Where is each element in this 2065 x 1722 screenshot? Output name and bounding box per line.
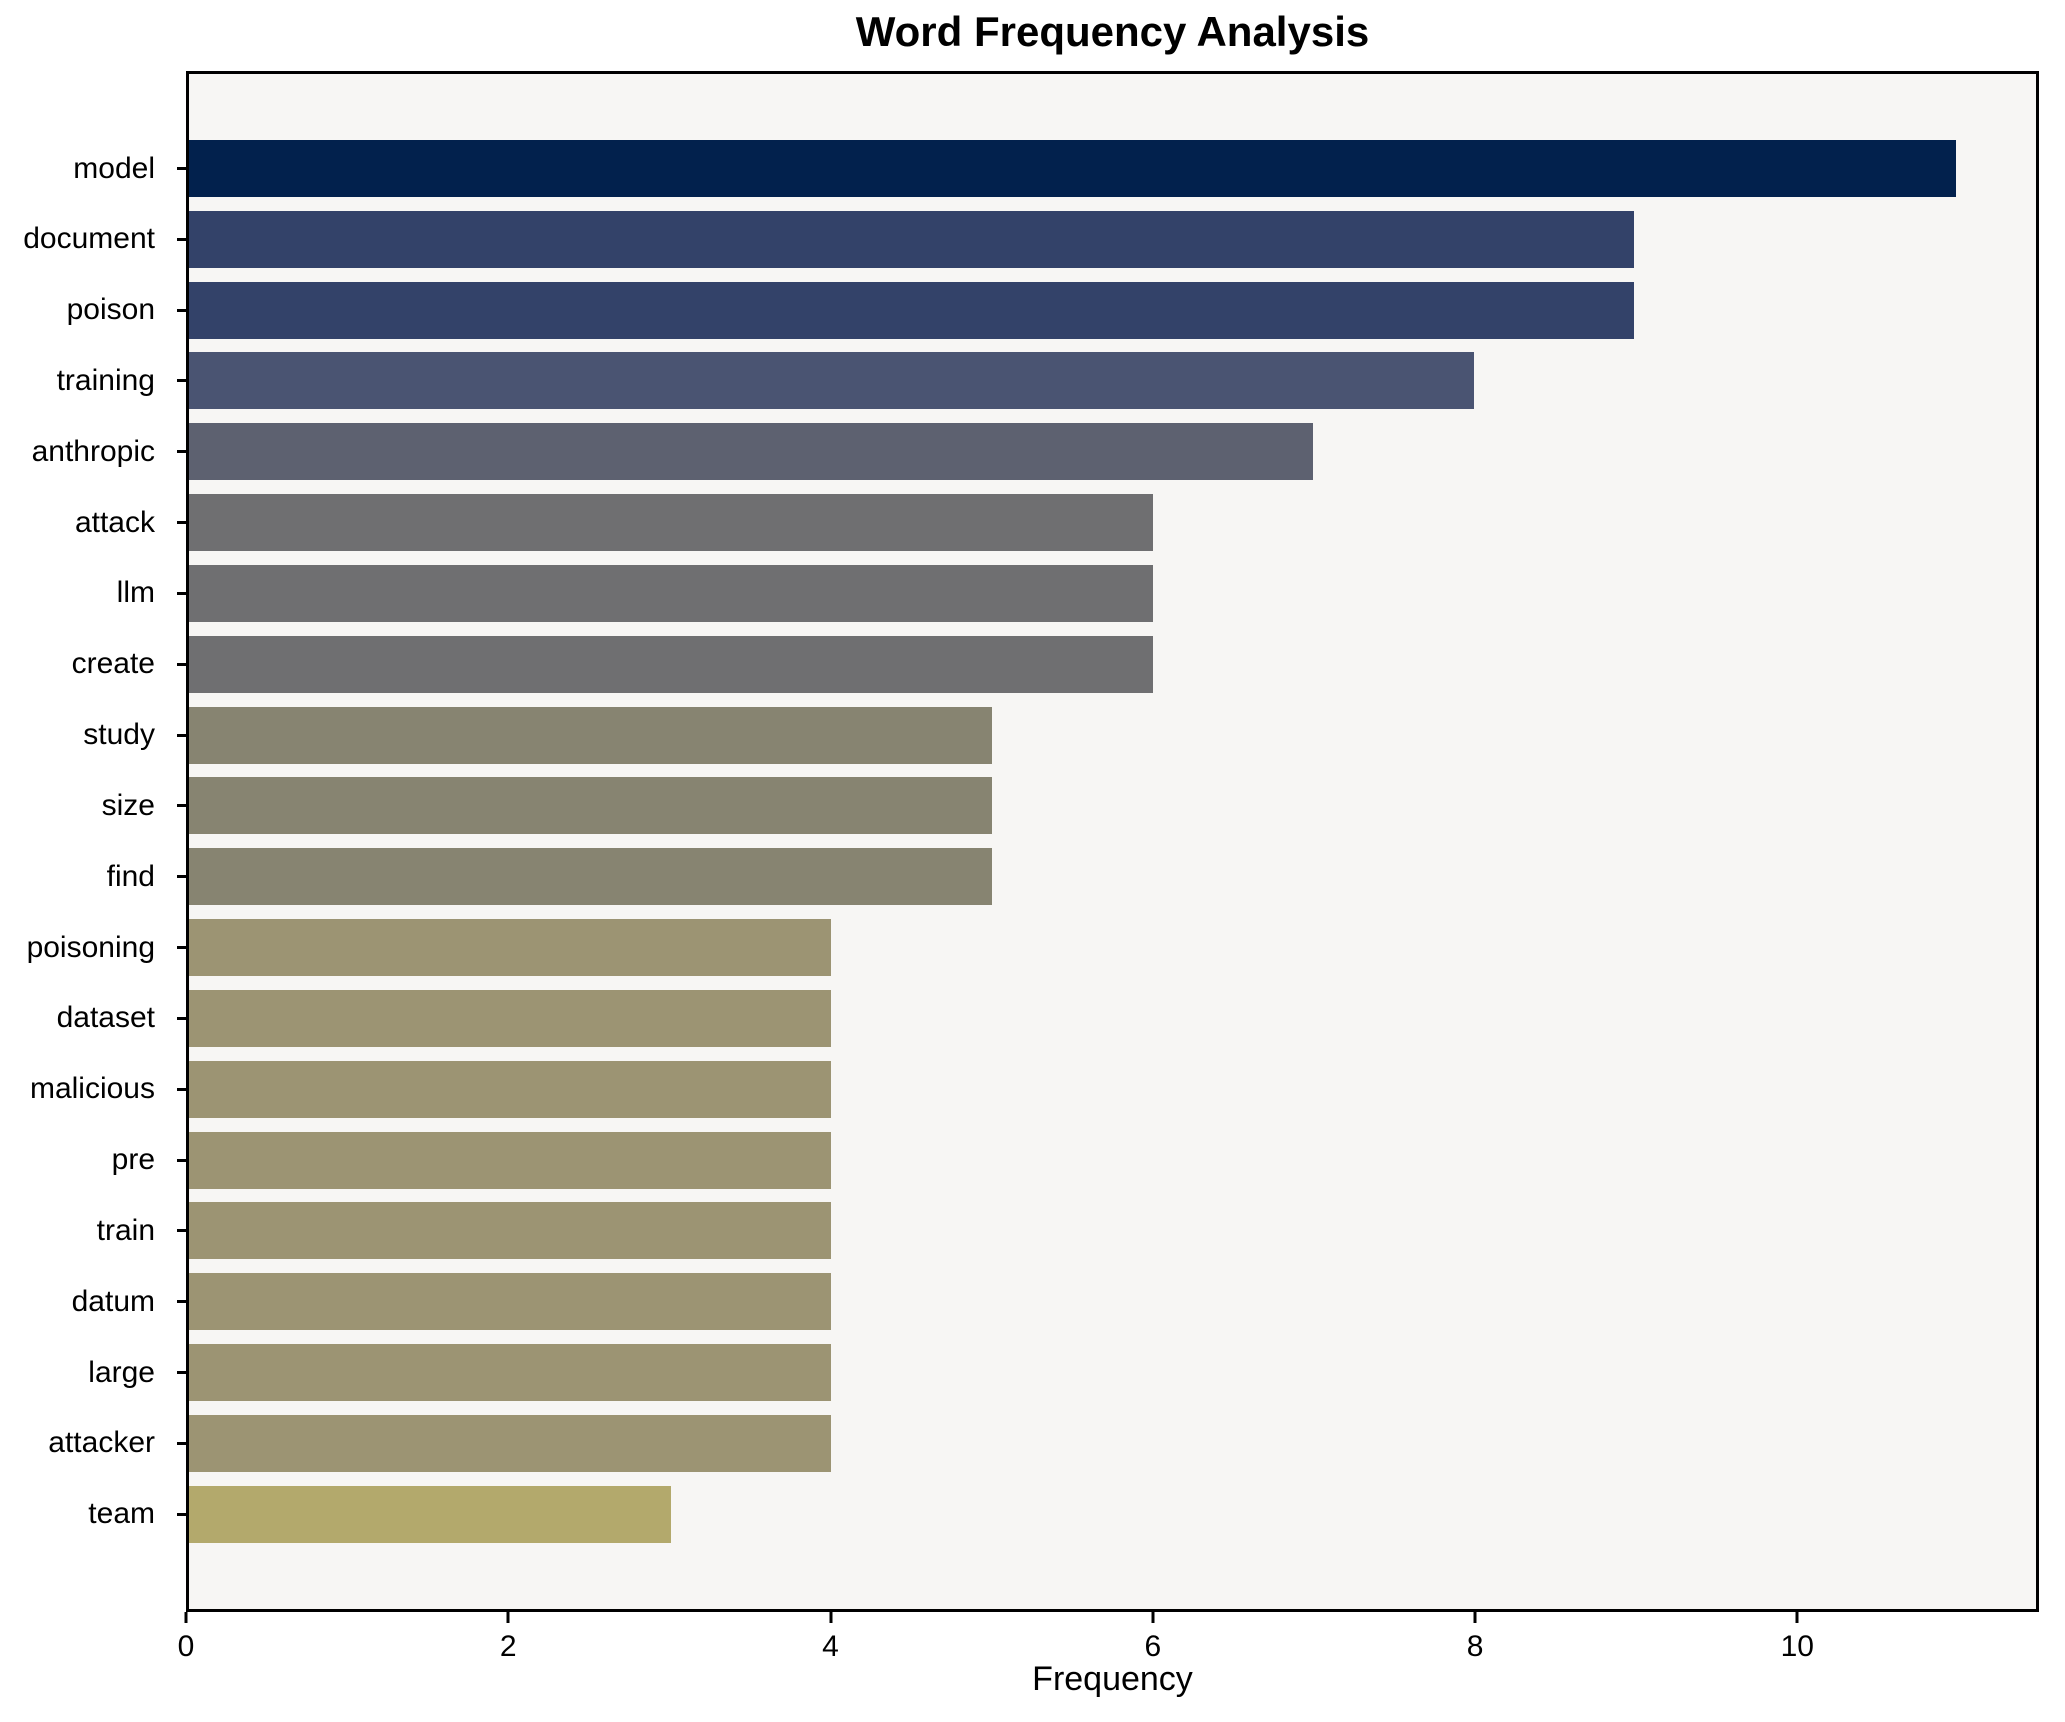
bar-anthropic	[189, 423, 1314, 481]
x-axis: 0 2 4 6 8 10	[178, 1612, 2039, 1692]
y-label-study: study	[83, 718, 155, 752]
y-label-anthropic: anthropic	[31, 434, 155, 468]
y-tick-mark	[177, 521, 189, 525]
bar-row-malicious: malicious	[30, 1060, 2036, 1118]
bar-row-find: find	[107, 848, 2036, 906]
y-tick-mark	[177, 450, 189, 454]
bar-row-attacker: attacker	[48, 1414, 2036, 1472]
y-label-training: training	[56, 363, 155, 397]
y-label-find: find	[106, 859, 155, 893]
bar-row-training: training	[57, 352, 2036, 410]
bar-row-size: size	[102, 777, 2036, 835]
y-tick-mark	[177, 237, 189, 241]
x-tick-mark-2	[506, 1612, 510, 1623]
y-label-poisoning: poisoning	[26, 930, 155, 964]
bar-row-pre: pre	[112, 1131, 2036, 1189]
bar-row-poisoning: poisoning	[27, 919, 2036, 977]
y-tick-mark	[177, 167, 189, 170]
bars-container: model document poison training anthropic atta…	[23, 74, 2036, 1609]
x-tick-label-4: 4	[822, 1630, 839, 1663]
bar-row-poison: poison	[67, 281, 2036, 339]
x-axis-title: Frequency	[1032, 1660, 1193, 1698]
y-tick-mark	[177, 1016, 189, 1020]
y-label-size: size	[101, 788, 155, 822]
y-label-pre: pre	[111, 1143, 155, 1177]
y-label-attack: attack	[74, 505, 155, 539]
bar-row-llm: llm	[117, 564, 2036, 622]
plot-area: model document poison training anthropic atta…	[23, 71, 2039, 1612]
bar-malicious	[189, 1060, 832, 1118]
x-tick-mark-4	[829, 1612, 833, 1623]
y-label-create: create	[71, 647, 155, 681]
bar-row-datum: datum	[72, 1273, 2036, 1331]
y-tick-mark	[177, 1300, 189, 1304]
bar-dataset	[189, 989, 832, 1047]
y-label-team: team	[88, 1497, 155, 1531]
y-label-model: model	[73, 151, 155, 185]
bar-row-large: large	[88, 1344, 2036, 1402]
y-label-train: train	[96, 1213, 155, 1247]
y-tick-mark	[177, 733, 189, 737]
y-tick-mark	[177, 1158, 189, 1162]
bar-row-train: train	[97, 1202, 2036, 1260]
bar-poison	[189, 281, 1635, 339]
y-tick-mark	[177, 1087, 189, 1091]
x-tick-mark-10	[1795, 1612, 1799, 1623]
bar-large	[189, 1344, 832, 1402]
bar-document	[189, 210, 1635, 268]
y-label-large: large	[88, 1355, 155, 1389]
y-tick-mark	[177, 1371, 189, 1375]
bar-datum	[189, 1273, 832, 1331]
y-label-dataset: dataset	[56, 1001, 155, 1035]
bar-row-attack: attack	[75, 494, 2036, 552]
bar-poisoning	[189, 919, 832, 977]
bar-training	[189, 352, 1474, 410]
bar-model	[189, 140, 1956, 197]
x-tick-label-6: 6	[1144, 1630, 1162, 1663]
y-label-datum: datum	[71, 1284, 155, 1318]
chart-title: Word Frequency Analysis	[855, 8, 1370, 55]
y-label-malicious: malicious	[29, 1072, 155, 1106]
y-label-attacker: attacker	[48, 1426, 155, 1460]
bar-study	[189, 706, 993, 764]
bar-row-anthropic: anthropic	[32, 423, 2036, 481]
y-tick-mark	[177, 804, 189, 808]
bar-row-document: document	[23, 210, 2036, 268]
y-tick-mark	[177, 875, 189, 879]
y-tick-mark	[177, 1441, 189, 1445]
x-tick-mark-0	[184, 1612, 188, 1623]
bar-find	[189, 848, 993, 906]
x-tick-mark-8	[1473, 1612, 1477, 1623]
y-tick-mark	[177, 662, 189, 666]
y-label-document: document	[23, 222, 155, 256]
x-tick-label-2: 2	[499, 1630, 517, 1663]
y-tick-mark	[177, 946, 189, 950]
y-tick-mark	[177, 308, 189, 312]
y-label-poison: poison	[66, 293, 155, 327]
bar-attacker	[189, 1414, 832, 1472]
x-tick-label-10: 10	[1780, 1630, 1814, 1663]
bar-llm	[189, 564, 1153, 622]
x-tick-label-8: 8	[1466, 1630, 1484, 1663]
y-label-llm: llm	[116, 576, 155, 610]
bar-row-dataset: dataset	[57, 989, 2036, 1047]
bar-create	[189, 635, 1153, 693]
y-tick-mark	[177, 1229, 189, 1233]
y-tick-mark	[177, 591, 189, 595]
bar-row-model: model	[73, 140, 2036, 197]
y-tick-mark	[177, 1512, 189, 1516]
bar-row-team: team	[88, 1485, 2036, 1543]
bar-size	[189, 777, 993, 835]
y-tick-mark	[177, 379, 189, 383]
bar-team	[189, 1485, 671, 1543]
bar-attack	[189, 494, 1153, 552]
bar-train	[189, 1202, 832, 1260]
bar-row-study: study	[83, 706, 2036, 764]
x-tick-mark-6	[1151, 1612, 1155, 1623]
bar-row-create: create	[72, 635, 2036, 693]
x-tick-label-0: 0	[177, 1630, 195, 1663]
bar-pre	[189, 1131, 832, 1189]
